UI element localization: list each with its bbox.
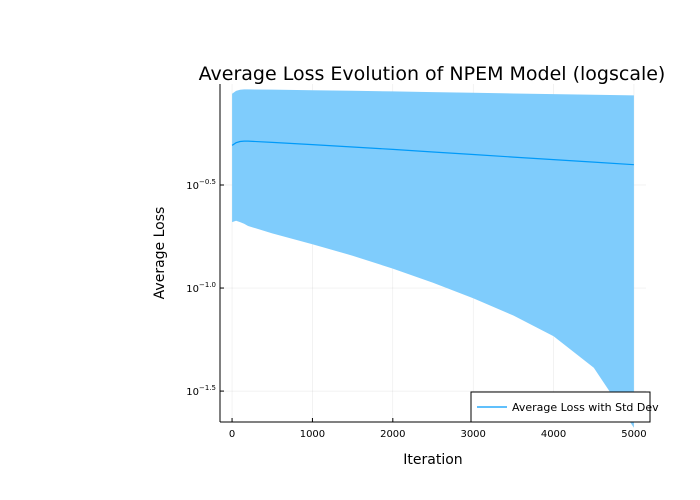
x-tick-label: 1000 [300, 429, 325, 440]
x-tick-label: 3000 [460, 429, 485, 440]
mean-loss-line [231, 140, 634, 166]
mean-line-layer [231, 140, 634, 166]
legend-label: Average Loss with Std Dev [512, 401, 659, 414]
x-tick-label: 2000 [380, 429, 405, 440]
std-dev-band [232, 89, 634, 428]
x-ticks: 0 1000 2000 3000 4000 5000 [229, 418, 647, 440]
chart-title: Average Loss Evolution of NPEM Model (lo… [199, 63, 666, 85]
y-tick-label: 10−1.5 [186, 384, 216, 398]
y-tick-label: 10−0.5 [186, 178, 216, 192]
x-tick-label: 0 [229, 429, 235, 440]
y-axis-label: Average Loss [152, 207, 168, 300]
x-tick-label: 4000 [541, 429, 566, 440]
x-tick-label: 5000 [621, 429, 646, 440]
std-dev-band-layer [232, 89, 634, 428]
legend: Average Loss with Std Dev [470, 391, 659, 423]
x-axis-label: Iteration [403, 452, 462, 468]
y-tick-label: 10−1.0 [186, 281, 216, 295]
y-ticks: 10−1.5 10−1.0 10−0.5 [186, 178, 224, 398]
